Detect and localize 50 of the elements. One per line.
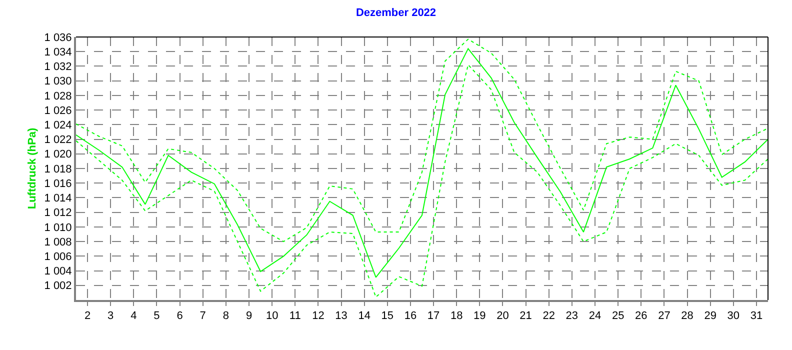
x-tick-label: 19 [474,310,486,322]
y-tick-label: 1 014 [44,192,72,205]
y-tick-label: 1 016 [44,178,72,190]
y-tick-label: 1 032 [44,61,72,74]
y-tick-label: 1 026 [44,104,72,117]
x-tick-label: 16 [404,310,417,322]
x-tick-label: 20 [496,310,509,322]
x-tick-label: 21 [520,310,532,322]
x-tick-label: 2 [84,310,91,322]
x-tick-label: 27 [658,310,670,322]
x-tick-label: 18 [450,310,463,322]
y-tick-label: 1 002 [44,280,72,292]
y-tick-label: 1 006 [44,251,72,264]
x-tick-label: 17 [427,310,440,322]
x-tick-label: 13 [335,310,348,322]
y-tick-label: 1 004 [44,266,72,278]
x-tick-label: 9 [246,310,252,322]
x-tick-label: 14 [358,310,370,322]
x-tick-label: 12 [312,310,324,322]
x-tick-label: 23 [566,310,578,322]
x-tick-label: 5 [154,310,160,322]
y-tick-label: 1 018 [44,163,72,176]
x-tick-label: 7 [200,310,206,322]
x-tick-label: 24 [588,310,602,322]
x-tick-label: 31 [750,310,763,322]
x-tick-label: 26 [635,310,648,322]
y-tick-label: 1 008 [44,236,72,248]
chart-title: Dezember 2022 [356,7,436,20]
x-tick-label: 25 [612,310,624,322]
x-tick-label: 29 [704,310,716,322]
x-tick-label: 22 [542,310,555,322]
y-tick-label: 1 020 [44,148,72,161]
y-tick-label: 1 022 [44,134,72,146]
x-tick-label: 10 [266,310,278,322]
x-tick-label: 28 [681,310,694,322]
y-tick-label: 1 010 [44,222,72,234]
y-tick-label: 1 028 [44,90,72,102]
x-tick-label: 4 [130,310,137,322]
y-tick-label: 1 012 [44,207,72,220]
y-tick-label: 1 024 [44,120,72,132]
y-tick-label: 1 036 [44,32,72,44]
x-tick-label: 15 [381,310,394,322]
y-tick-label: 1 030 [44,76,72,88]
x-tick-label: 30 [727,310,740,322]
x-tick-label: 11 [289,310,301,322]
y-axis-title: Luftdruck (hPa) [26,128,38,210]
x-tick-label: 3 [108,310,114,322]
y-tick-label: 1 034 [44,46,72,58]
x-tick-label: 6 [176,310,183,322]
x-tick-label: 8 [222,310,229,322]
